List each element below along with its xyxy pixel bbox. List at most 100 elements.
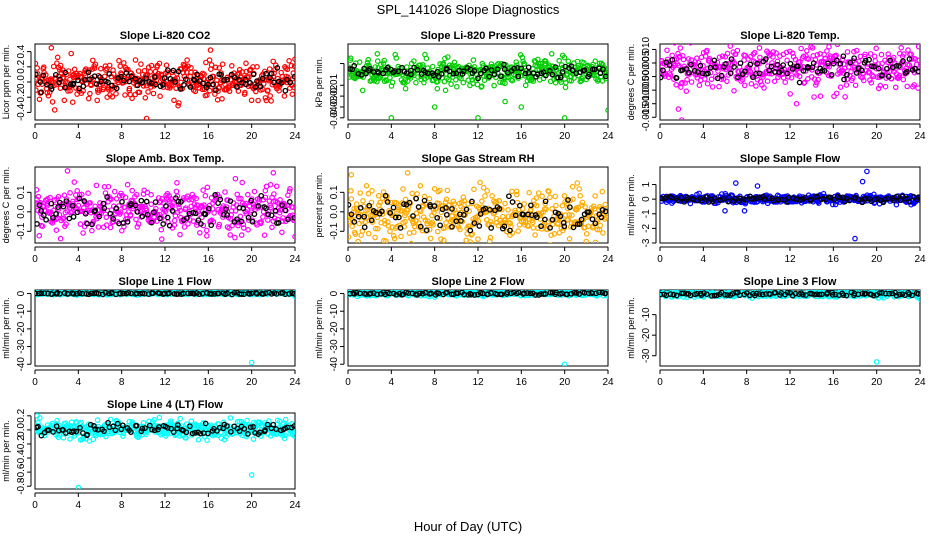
overlay-point [250,71,257,78]
data-point [248,97,255,104]
panel-title: Slope Line 2 Flow [432,276,525,288]
panel-title: Slope Li-820 Temp. [740,30,839,42]
overlay-point [511,65,517,72]
data-point [270,58,277,65]
data-point [197,230,203,236]
data-point [569,212,575,219]
outlier-point [48,44,55,51]
overlay-point [501,66,508,73]
data-point [904,83,911,90]
overlay-point [872,196,878,203]
data-point [731,88,737,94]
overlay-point [38,89,45,96]
data-point [519,206,526,212]
data-point [521,201,528,207]
data-point [788,75,795,81]
overlay-point [167,75,174,82]
data-point [532,232,538,238]
data-point [277,197,283,203]
overlay-point [547,290,554,296]
overlay-point [150,290,156,297]
data-point [171,217,178,224]
data-point [291,217,295,223]
overlay-point [694,69,701,75]
points [348,290,608,366]
data-point [683,88,690,95]
overlay-point [109,82,115,89]
overlay-point [774,61,781,68]
x-axis: 0 4 8 12 16 20 24 [345,369,614,388]
outlier-point [388,115,395,120]
overlay-point [205,81,211,88]
overlay-point [915,68,920,75]
data-point [867,77,873,83]
data-point [348,55,354,61]
data-point [477,179,483,186]
overlay-point [549,290,556,296]
data-point [860,77,867,84]
data-point [705,65,711,72]
panel-title: Slope Li-820 CO2 [120,30,210,42]
overlay-point [104,194,110,200]
data-point [442,225,448,231]
data-point [258,219,265,225]
overlay-point [574,221,581,227]
overlay-point [598,214,605,221]
data-point [113,90,119,97]
data-point [760,74,766,80]
overlay-point [851,55,857,62]
data-point [186,197,192,203]
data-point [427,235,434,242]
overlay-point [92,207,99,214]
data-point [505,207,511,213]
data-point [377,199,383,206]
overlay-point [450,70,457,77]
overlay-point [810,60,817,66]
overlay-point [855,196,862,203]
data-point [229,222,236,229]
data-point [488,61,495,67]
data-point [469,77,476,83]
data-point [60,215,67,221]
data-point [676,54,683,60]
data-point [844,49,851,55]
data-point [734,47,741,54]
data-point [94,97,101,104]
data-point [226,88,233,95]
data-point [289,91,295,97]
data-point [107,224,114,231]
data-point [600,230,606,236]
overlay-point [747,61,754,68]
overlay-point [56,199,63,206]
data-point [605,290,608,297]
overlay-point [552,64,559,70]
overlay-point [62,84,68,91]
data-point [71,66,78,73]
data-point [434,228,441,235]
overlay-point [395,68,402,75]
data-point [867,51,874,57]
data-point [504,228,511,235]
points [35,168,295,242]
overlay-point [879,72,885,78]
y-axis-label: ml/min per min. [314,297,324,359]
data-point [402,218,408,225]
overlay-point [124,218,131,225]
data-point [597,222,604,229]
points [660,290,920,365]
x-tick-label: 0 [345,131,351,142]
data-point [36,232,43,239]
data-point [357,190,364,196]
y-axis-label: degrees C per min. [1,167,11,244]
data-point [418,73,425,80]
data-point [502,200,508,207]
data-point [210,73,217,80]
overlay-point [374,68,381,75]
data-point [35,60,39,67]
outlier-point [292,293,295,300]
overlay-point [148,219,155,226]
overlay-point [361,224,368,231]
y-tick-label: -0.02 [329,84,340,107]
overlay-point [413,195,420,202]
y-tick-label: -0.1 [16,222,27,240]
